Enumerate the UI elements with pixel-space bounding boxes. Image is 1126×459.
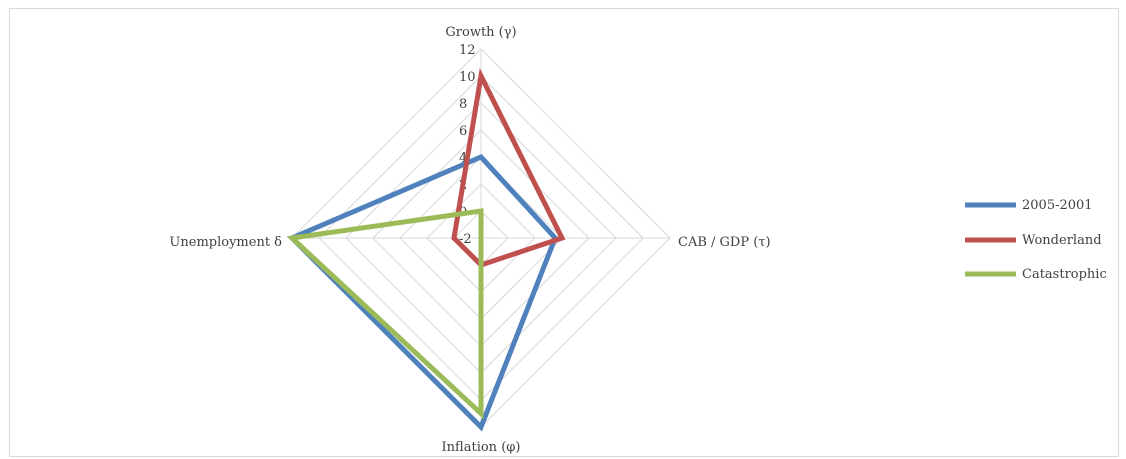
legend-item-wonderland[interactable]: Wonderland (965, 233, 1102, 248)
tick-label: 12 (459, 43, 476, 58)
series-line-2005-2001[interactable] (287, 154, 559, 432)
axis-label-growth: Growth (γ) (445, 25, 516, 40)
tick-label: 6 (459, 124, 467, 139)
axis-label-unemployment: Unemployment δ (169, 235, 282, 250)
legend-label-catastrophic: Catastrophic (1022, 267, 1107, 282)
tick-label: 4 (459, 151, 467, 166)
legend: 2005-2001 Wonderland Catastrophic (965, 198, 1107, 282)
chart-area (9, 8, 1119, 457)
tick-label: 8 (459, 97, 467, 112)
axis-label-cab-gdp: CAB / GDP (τ) (678, 235, 771, 250)
series-line-catastrophic[interactable] (286, 208, 484, 420)
legend-label-wonderland: Wonderland (1022, 233, 1102, 248)
legend-item-catastrophic[interactable]: Catastrophic (965, 267, 1107, 282)
axis-label-inflation: Inflation (φ) (442, 440, 521, 455)
legend-label-2005-2001: 2005-2001 (1022, 198, 1093, 213)
series-lines (286, 68, 566, 432)
legend-item-2005-2001[interactable]: 2005-2001 (965, 198, 1093, 213)
tick-label: 10 (459, 70, 476, 85)
